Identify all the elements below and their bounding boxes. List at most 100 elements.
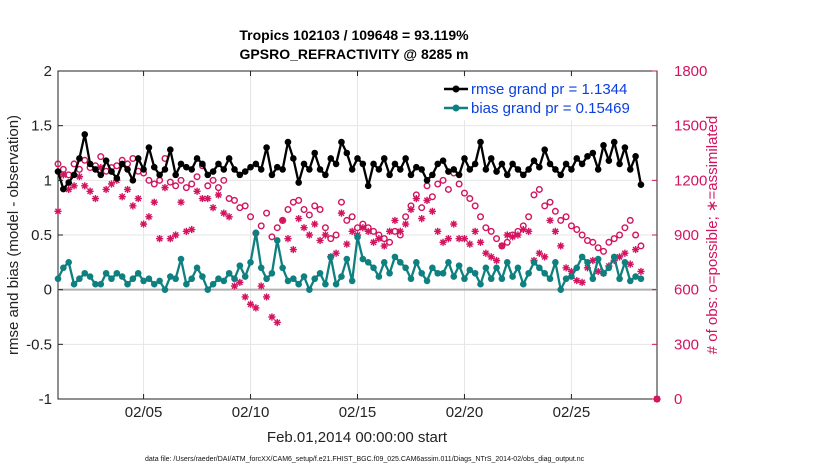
obs-assimilated-point-16	[139, 220, 148, 228]
obs-assimilated-point-64	[396, 227, 404, 235]
rmse-point-107	[626, 166, 634, 173]
bias-point-19	[156, 277, 163, 285]
obs-assimilated-point-48	[311, 220, 319, 228]
obs-assimilated-point-50	[321, 231, 330, 239]
obs-assimilated-point-95	[562, 264, 570, 272]
obs-assimilated-point-17	[145, 213, 153, 221]
obs-possible-point-81	[487, 227, 495, 235]
obs-assimilated-point-7	[91, 194, 100, 203]
right-axis-ticks: 0 300 600 900 1200 1500 1800	[652, 63, 707, 408]
obs-possible-point-53	[337, 198, 345, 206]
legend-box	[440, 78, 650, 120]
rmse-point-52	[332, 160, 340, 168]
obs-possible-point-49	[316, 205, 324, 213]
rmse-point-51	[327, 155, 335, 162]
rmse-point-95	[562, 160, 570, 168]
rmse-point-14	[129, 177, 137, 184]
obs-assimilated-point-23	[177, 198, 185, 206]
bias-point-50	[322, 280, 329, 288]
obs-assimilated-point-86	[514, 231, 522, 239]
rmse-point-68	[418, 166, 425, 173]
obs-possible-point-97	[573, 226, 581, 234]
y2-axis-label: # of obs: o=possible; ∗=assimilated	[704, 116, 721, 355]
obs-possible-point-106	[621, 224, 629, 232]
bias-point-44	[290, 275, 297, 283]
rmse-point-5	[81, 131, 89, 138]
rmse-point-60	[375, 166, 383, 173]
rmse-point-84	[503, 171, 511, 179]
rmse-point-11	[113, 174, 121, 182]
obs-possible-point-48	[311, 202, 319, 210]
obs-assimilated-point-62	[385, 227, 394, 235]
y-tick-label-6: 2	[44, 63, 52, 80]
rmse-point-70	[429, 171, 436, 179]
obs-assimilated-point-15	[134, 194, 142, 203]
x-tick-label-0: 02/05	[125, 404, 163, 421]
rmse-point-22	[172, 171, 179, 179]
obs-possible-point-65	[402, 213, 410, 221]
rmse-point-96	[568, 166, 575, 173]
obs-assimilated-point-94	[557, 242, 565, 250]
obs-assimilated-point-9	[102, 185, 110, 194]
bias-point-6	[86, 273, 94, 280]
bias-point-42	[279, 264, 286, 272]
bias-point-11	[113, 269, 121, 277]
bias-point-54	[343, 255, 351, 263]
bias-point-84	[503, 259, 511, 266]
obs-assimilated-point-92	[546, 216, 554, 225]
bias-point-99	[584, 259, 591, 266]
left-axis-ticks: -1 -0.5 0 0.5 1 1.5 2	[26, 63, 63, 408]
rmse-point-42	[279, 166, 286, 173]
obs-assimilated-point-81	[487, 253, 495, 261]
obs-assimilated-point-27	[198, 194, 207, 203]
obs-possible-point-62	[386, 238, 394, 246]
obs-possible-point-24	[182, 184, 190, 192]
obs-possible-point-54	[343, 216, 351, 224]
rmse-point-34	[236, 171, 244, 179]
rmse-point-43	[284, 138, 292, 146]
bias-point-10	[108, 275, 115, 283]
obs-assimilated-point-21	[166, 235, 174, 243]
rmse-point-56	[354, 155, 361, 162]
bias-point-45	[295, 280, 302, 288]
bias-point-109	[637, 275, 645, 283]
rmse-point-82	[493, 168, 500, 175]
rmse-point-73	[445, 168, 452, 175]
rmse-point-61	[380, 155, 388, 162]
obs-possible-point-47	[305, 211, 313, 219]
bias-point-17	[145, 275, 153, 283]
obs-assimilated-point-68	[418, 215, 426, 223]
x-tick-label-4: 02/25	[553, 404, 591, 421]
bias-point-8	[97, 280, 105, 288]
obs-assimilated-point-105	[615, 253, 624, 261]
rmse-point-15	[134, 155, 142, 162]
y-tick-label-1: -0.5	[26, 336, 52, 353]
obs-assimilated-point-88	[525, 227, 533, 235]
rmse-point-49	[316, 166, 324, 173]
bias-point-59	[370, 264, 377, 272]
y2-tick-label-1: 300	[674, 336, 699, 353]
bias-point-47	[306, 286, 313, 293]
obs-assimilated-point-107	[626, 260, 634, 268]
obs-assimilated-point-98	[578, 278, 586, 286]
obs-possible-point-103	[605, 238, 613, 246]
rmse-point-7	[92, 166, 99, 173]
rmse-point-32	[225, 155, 233, 162]
obs-assimilated-point-52	[332, 249, 340, 257]
obs-possible-point-36	[247, 213, 255, 221]
bias-point-93	[552, 259, 559, 266]
bias-point-5	[81, 269, 89, 277]
obs-assimilated-point-49	[316, 236, 324, 245]
obs-possible-point-105	[616, 231, 624, 239]
y2-tick-label-3: 900	[674, 227, 699, 244]
obs-assimilated-point-67	[412, 194, 420, 203]
rmse-point-91	[541, 146, 548, 154]
bias-point-68	[418, 269, 425, 277]
obs-assimilated-point-43	[284, 235, 292, 243]
obs-possible-point-80	[482, 224, 490, 232]
rmse-point-79	[477, 138, 484, 146]
obs-assimilated-point-91	[541, 253, 549, 261]
rmse-point-104	[610, 138, 618, 146]
obs-assimilated-point-84	[503, 231, 511, 239]
bias-point-25	[188, 275, 196, 283]
